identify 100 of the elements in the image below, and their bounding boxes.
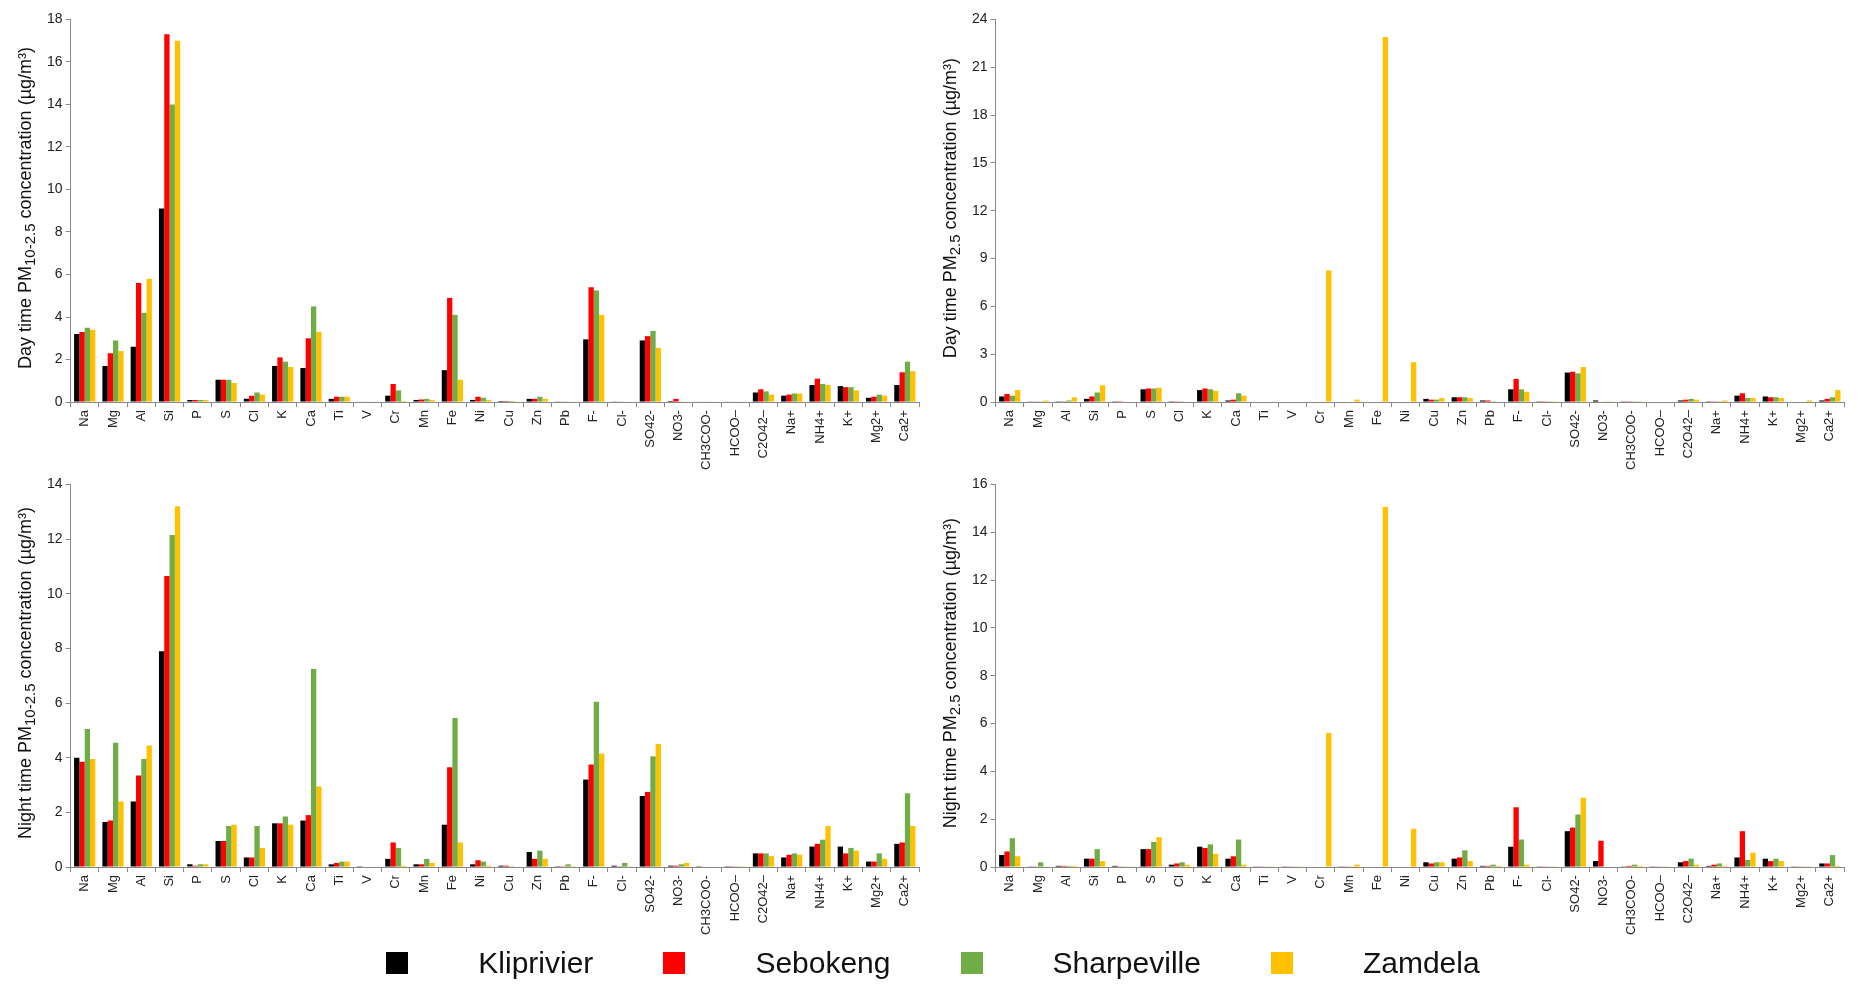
bar [1593, 861, 1599, 867]
bar [1423, 862, 1429, 867]
x-tick-label: Cr [1312, 874, 1328, 889]
bar [215, 379, 221, 402]
legend-label: Zamdela [1362, 946, 1480, 980]
bar [197, 864, 204, 867]
bar [910, 826, 916, 867]
bar [1423, 398, 1429, 402]
x-tick-label: NO3- [670, 875, 686, 907]
bar [1773, 858, 1779, 867]
x-tick-label: Cu [500, 875, 516, 892]
x-tick-label: Na+ [1708, 410, 1724, 435]
bar [1750, 398, 1756, 402]
y-tick-label: 0 [979, 857, 988, 874]
bar [305, 338, 311, 402]
x-tick-label: K [1199, 409, 1215, 419]
bar [593, 701, 600, 867]
bar [457, 379, 463, 402]
x-tick-label: Ni [472, 409, 488, 423]
bar [282, 361, 288, 402]
bar [344, 861, 350, 867]
bar [825, 385, 831, 402]
x-tick-label: Zn [1453, 875, 1469, 891]
x-tick-label: V [1284, 874, 1300, 884]
bar [1598, 840, 1604, 867]
bar [1174, 863, 1180, 867]
bar [1570, 371, 1576, 402]
x-tick-label: Fe [443, 410, 459, 426]
x-tick-label: SO42- [1566, 410, 1582, 448]
bar [452, 718, 458, 867]
y-tick-label: 12 [971, 570, 988, 587]
x-tick-label: Mg [104, 875, 120, 894]
y-tick-label: 0 [54, 392, 63, 409]
bar [1819, 863, 1825, 867]
bar [1508, 846, 1514, 867]
bar [1212, 853, 1219, 867]
bar [899, 372, 905, 402]
bar [333, 862, 340, 867]
bar [1768, 397, 1774, 402]
bar [169, 104, 175, 402]
y-tick-label: 2 [979, 810, 988, 827]
bar [174, 506, 181, 867]
x-tick-label: K+ [1764, 410, 1780, 427]
bar [1518, 389, 1525, 402]
bar [452, 314, 458, 402]
x-tick-label: Mn [1340, 875, 1356, 894]
bar [1508, 389, 1514, 402]
bar [1683, 861, 1689, 867]
bar [90, 329, 96, 402]
bar [650, 330, 656, 402]
bar [385, 858, 391, 867]
y-tick-label: 21 [971, 58, 988, 75]
bar [305, 815, 311, 867]
bar [894, 385, 900, 402]
x-tick-label: S [217, 874, 233, 884]
bar [316, 786, 322, 867]
bar [537, 850, 543, 867]
bar [187, 864, 193, 867]
x-tick-label: Mg2+ [1793, 875, 1809, 908]
x-tick-label: Cl- [1538, 875, 1554, 892]
bar [141, 312, 147, 402]
bar [480, 397, 486, 402]
bar [1677, 862, 1684, 867]
y-tick-label: 8 [54, 222, 63, 239]
bar [1524, 391, 1530, 402]
x-tick-label: K [274, 874, 290, 884]
x-tick-label: Cl [245, 409, 261, 423]
x-tick-label: Zn [528, 875, 544, 891]
bar [565, 864, 571, 867]
bar [135, 283, 142, 402]
bar [871, 861, 877, 867]
y-tick-label: 24 [971, 10, 988, 27]
bar [1009, 395, 1016, 402]
bar [243, 857, 250, 867]
y-tick-label: 14 [971, 523, 988, 540]
x-tick-label: Cl [1170, 409, 1186, 423]
bar [1145, 388, 1152, 402]
bar [1745, 398, 1751, 402]
bar [424, 858, 430, 867]
y-tick-label: 16 [46, 52, 63, 69]
bar [480, 861, 486, 867]
x-tick-label: S [1142, 874, 1158, 884]
y-tick-label: 6 [54, 265, 63, 282]
x-tick-label: Mg [104, 410, 120, 429]
bar [277, 823, 283, 867]
x-tick-label: C2O42– [1680, 874, 1696, 924]
bar [599, 753, 605, 867]
bar [1462, 850, 1468, 867]
bar [1207, 389, 1213, 402]
x-tick-label: Ca [302, 874, 318, 892]
bar [333, 396, 340, 402]
bar [1235, 393, 1242, 402]
x-tick-label: C2O42– [1680, 409, 1696, 459]
bar [1140, 849, 1146, 867]
x-tick-label: V [359, 874, 375, 884]
x-tick-label: C2O42– [755, 874, 771, 924]
x-tick-label: Na [1001, 874, 1017, 892]
legend-label: Kliprivier [478, 946, 594, 980]
y-tick-label: 3 [979, 345, 988, 362]
bar [809, 385, 815, 402]
